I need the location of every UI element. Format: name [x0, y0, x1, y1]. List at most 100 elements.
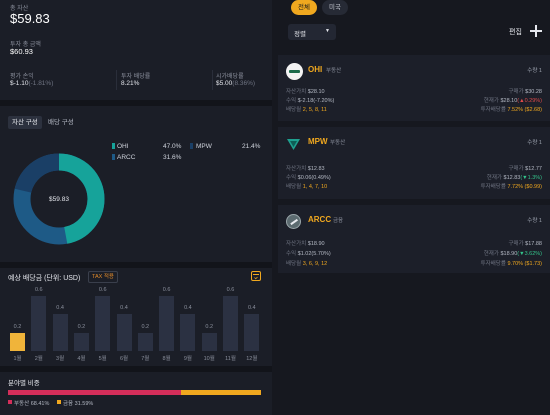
- dividend-bar-value-7: 0.2: [141, 323, 150, 330]
- sector-weight-bar: [8, 390, 261, 395]
- dividend-months: 배당월 1, 4, 7, 10: [286, 184, 328, 190]
- legend-swatch-mpw: [190, 143, 193, 149]
- month-label-12: 12월: [246, 356, 258, 362]
- month-label-2: 2월: [34, 356, 43, 362]
- sector-swatch-real-estate: [8, 400, 12, 404]
- left-panel: 총 자산 $59.83 투자 총 금액 $60.93 평가 손익 $-1.10(…: [0, 0, 272, 415]
- legend-name-ohi: OHI: [117, 143, 129, 150]
- section-separator: [0, 100, 272, 106]
- legend-pct-arcc: 31.6%: [163, 154, 182, 161]
- legend-pct-mpw: 21.4%: [242, 143, 261, 150]
- filter-tab-us[interactable]: 미국: [322, 0, 348, 15]
- stock-card-mpw[interactable]: MPW 부동산 수량 1 자산가치 $12.83 구매가 $12.77 수익 $…: [278, 127, 550, 199]
- current-price: 현재가 $18.90(▼3.62%): [483, 251, 542, 257]
- stock-card-arcc[interactable]: ARCC 금융 수량 1 자산가치 $18.90 구매가 $17.88 수익 $…: [278, 205, 550, 273]
- donut-segment-ohi: [13, 153, 105, 245]
- edit-button[interactable]: 편집: [509, 29, 522, 36]
- month-label-4: 4월: [77, 356, 86, 362]
- tab-dividend-composition[interactable]: 배당 구성: [48, 119, 74, 126]
- dividend-bar-value-10: 0.2: [205, 323, 214, 330]
- dividend-bar-value-8: 0.6: [162, 287, 171, 293]
- sector-weight-title: 분야별 비중: [8, 380, 40, 387]
- profit: 수익 $0.06(0.49%): [286, 175, 331, 181]
- legend-swatch-ohi: [112, 143, 115, 149]
- section-separator: [0, 366, 272, 372]
- month-label-9: 9월: [183, 356, 192, 362]
- stock-ticker: OHI: [308, 65, 323, 74]
- invest-total-label: 투자 총 금액: [10, 42, 41, 48]
- dividend-bar-value-5: 0.6: [98, 287, 107, 293]
- month-label-8: 8월: [162, 356, 171, 362]
- profit: 수익 $-2.18(-7.20%): [286, 98, 335, 104]
- section-separator: [0, 262, 272, 268]
- month-label-1: 1월: [13, 356, 22, 362]
- dividend-months: 배당월 2, 5, 8, 11: [286, 107, 327, 113]
- investment-yield: 투자배당률 7.72% ($0.99): [480, 184, 542, 190]
- tab-asset-composition[interactable]: 자산 구성: [8, 116, 42, 129]
- market-yield-value: $5.00(8.36%): [216, 80, 256, 87]
- asset-value: 자산가치 $28.10: [286, 89, 325, 95]
- calendar-icon[interactable]: [251, 271, 261, 281]
- stock-sector: 금융: [333, 218, 344, 224]
- sector-legend-real-estate: 부동산 68.41%: [14, 401, 50, 407]
- donut-center-value: $59.83: [49, 196, 69, 203]
- stock-quantity: 수량 1: [527, 218, 542, 224]
- dividend-bar-11: [223, 296, 238, 351]
- market-yield-label: 시가배당률: [216, 74, 244, 80]
- month-label-6: 6월: [119, 356, 129, 362]
- mpw-logo-icon: [286, 137, 301, 152]
- tax-applied-toggle[interactable]: TAX 적용: [88, 271, 118, 283]
- stock-card-ohi[interactable]: OHI 부동산 수량 1 자산가치 $28.10 구매가 $30.28 수익 $…: [278, 55, 550, 121]
- month-label-3: 3월: [56, 356, 65, 362]
- dividend-bar-6: [116, 314, 132, 351]
- dividend-bar-value-11: 0.6: [226, 287, 235, 293]
- dividend-bar-value-3: 0.4: [56, 305, 64, 312]
- donut-legend: OHI 47.0% MPW 21.4% ARCC 31.6%: [112, 143, 262, 173]
- stock-sector: 부동산: [326, 68, 342, 74]
- divider: [212, 70, 213, 90]
- arcc-logo-icon: [286, 214, 301, 229]
- dividend-bar-chart: 0.2 1월 0.6 2월 0.4 3월 0.2 4월 0.6 5월 0.4 6월 0.2 7월 0.6 8월…: [0, 0, 272, 415]
- total-assets-label: 총 자산: [10, 6, 29, 12]
- dividend-bar-value-12: 0.4: [247, 305, 256, 312]
- profit: 수익 $1.02(5.70%): [286, 251, 331, 257]
- legend-name-mpw: MPW: [196, 143, 212, 150]
- dividend-bar-value-2: 0.6: [34, 287, 43, 293]
- purchase-price: 구매가 $12.77: [508, 166, 542, 172]
- asset-donut-chart: $59.83: [13, 153, 105, 245]
- current-price: 현재가 $28.10(▲0.29%): [483, 98, 542, 104]
- sector-legend-finance: 금융 31.59%: [63, 401, 94, 407]
- sort-dropdown[interactable]: 정렬 ▼: [288, 24, 336, 40]
- divider: [116, 70, 117, 90]
- dividend-bar-12: [244, 314, 260, 351]
- dividend-bar-3: [52, 314, 68, 351]
- sector-bar-finance: [181, 390, 261, 395]
- legend-swatch-arcc: [112, 154, 115, 160]
- sector-swatch-finance: [57, 400, 61, 404]
- add-icon[interactable]: [530, 25, 542, 37]
- chevron-down-icon: ▼: [325, 28, 330, 34]
- current-price: 현재가 $12.83(▼1.3%): [486, 175, 542, 181]
- filter-tab-all[interactable]: 전체: [291, 0, 317, 15]
- investment-yield: 투자배당률 7.52% ($2.68): [480, 107, 542, 113]
- purchase-price: 구매가 $17.88: [508, 241, 542, 247]
- dividend-bar-8: [159, 296, 175, 351]
- dividend-bar-1: [10, 332, 25, 351]
- right-panel: 전체 미국 정렬 ▼ 편집 OHI 부동산 수량 1 자산가치 $28.10 구…: [278, 0, 550, 415]
- total-assets-value: $59.83: [10, 11, 50, 26]
- asset-value: 자산가치 $18.90: [286, 241, 325, 247]
- ohi-logo-icon: [286, 63, 303, 80]
- dividend-months: 배당월 3, 6, 9, 12: [286, 261, 328, 267]
- dividend-bar-7: [137, 332, 153, 351]
- dividend-bar-value-1: 0.2: [13, 323, 22, 330]
- dividend-bar-value-4: 0.2: [77, 323, 86, 330]
- month-label-11: 11월: [225, 356, 236, 362]
- pl-value: $-1.10(-1.81%): [10, 80, 54, 87]
- dividend-bar-2: [31, 296, 47, 351]
- purchase-price: 구매가 $30.28: [508, 89, 542, 95]
- stock-quantity: 수량 1: [527, 68, 542, 74]
- month-label-10: 10월: [203, 356, 215, 362]
- pl-label: 평가 손익: [10, 74, 34, 80]
- month-label-7: 7월: [141, 356, 150, 362]
- stock-quantity: 수량 1: [527, 140, 542, 146]
